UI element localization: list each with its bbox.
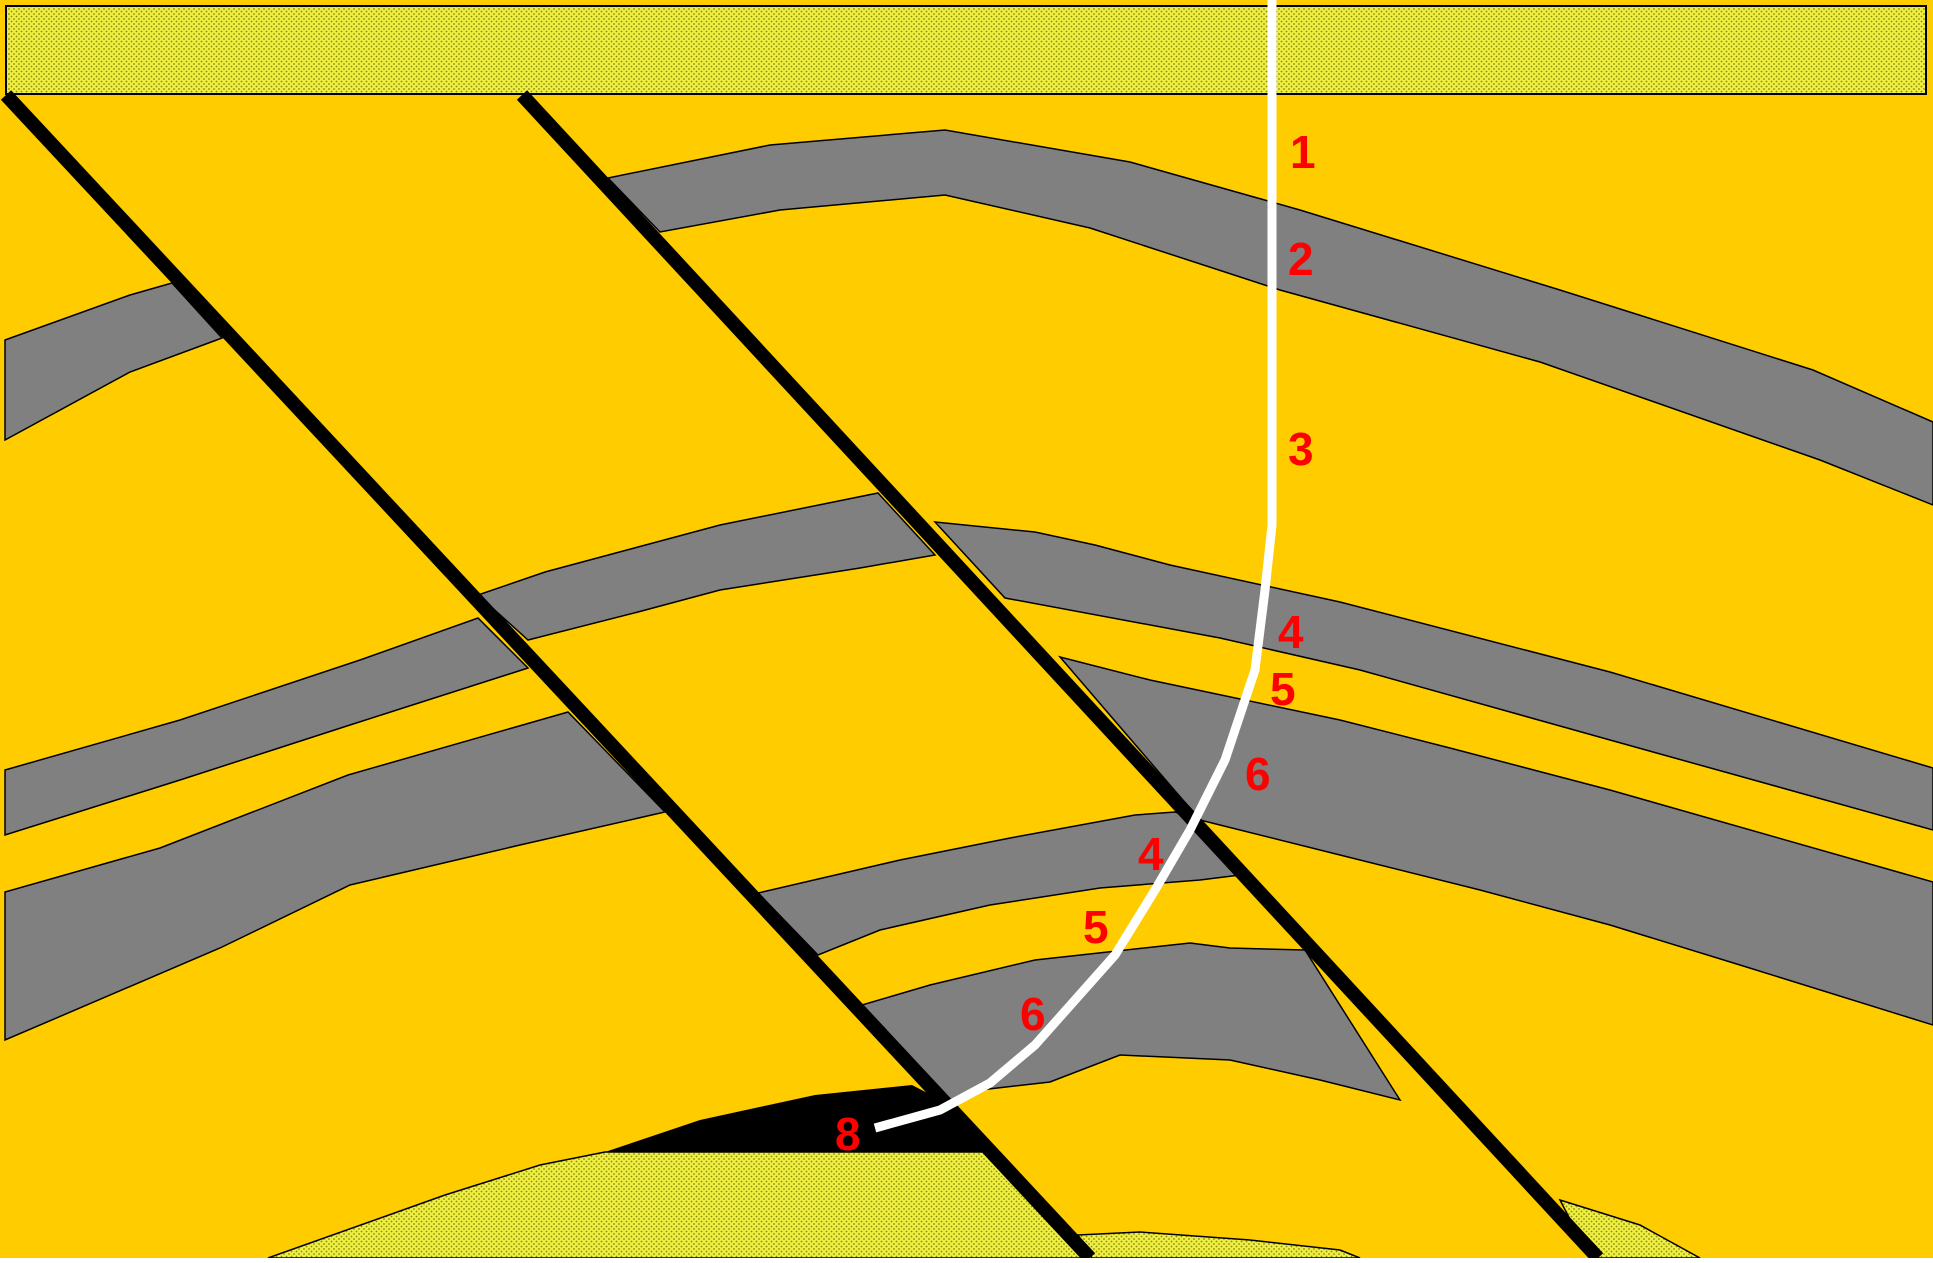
marker-1: 1 bbox=[1290, 126, 1316, 178]
marker-8: 8 bbox=[835, 1108, 861, 1160]
marker-6-lower: 6 bbox=[1020, 988, 1046, 1040]
marker-6-upper: 6 bbox=[1245, 748, 1271, 800]
deep-shale-band-lower bbox=[860, 942, 1402, 1106]
middle-shale-band-east bbox=[933, 521, 1933, 831]
top-sand-layer bbox=[5, 5, 1927, 95]
marker-5-lower: 5 bbox=[1083, 901, 1109, 953]
fault-line-west bbox=[0, 90, 1096, 1263]
marker-5-upper: 5 bbox=[1270, 663, 1296, 715]
lower-shale-band-east bbox=[1057, 655, 1933, 1026]
middle-shale-band-west bbox=[4, 617, 530, 837]
reservoir-pocket bbox=[605, 1085, 985, 1152]
lower-shale-band-west bbox=[4, 711, 667, 1042]
middle-shale-band-central bbox=[476, 492, 937, 641]
fault-line-east bbox=[516, 90, 1604, 1263]
marker-3: 3 bbox=[1288, 423, 1314, 475]
marker-4-lower: 4 bbox=[1138, 828, 1164, 880]
marker-4-upper: 4 bbox=[1278, 606, 1304, 658]
wellbore-trajectory bbox=[873, 0, 1277, 1133]
marker-2: 2 bbox=[1288, 233, 1314, 285]
upper-shale-band-west bbox=[4, 282, 224, 442]
